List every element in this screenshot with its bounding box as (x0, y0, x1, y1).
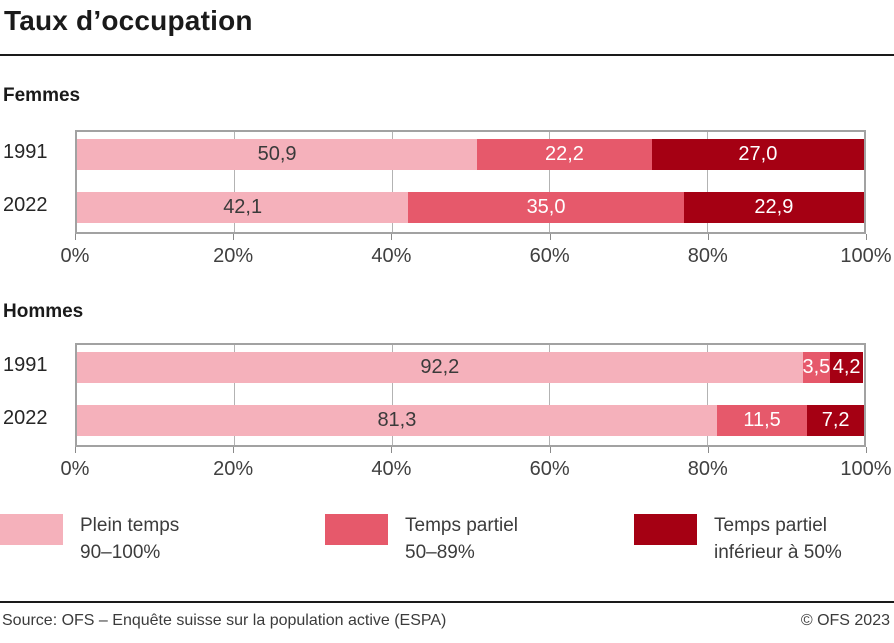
chart-femmes: 1991 2022 50,9 22,2 27,0 42,1 35,0 22,9 0% 20% 4… (0, 130, 894, 280)
bar-segment: 92,2 (77, 352, 803, 383)
legend-swatch-temps-partiel-50-89 (325, 514, 388, 545)
year-label: 2022 (3, 194, 48, 216)
copyright-text: © OFS 2023 (800, 612, 890, 629)
y-axis-labels-femmes: 1991 2022 (3, 130, 73, 234)
bar-segment: 35,0 (408, 192, 684, 223)
legend-item-temps-partiel-50-89: Temps partiel 50–89% (325, 512, 518, 566)
section-title-hommes: Hommes (3, 301, 84, 322)
axis-tick (707, 447, 709, 453)
axis-tick (549, 234, 551, 240)
gridline (706, 132, 708, 232)
gridline (549, 345, 551, 445)
y-axis-labels-hommes: 1991 2022 (3, 343, 73, 447)
chart-hommes: 1991 2022 92,2 3,5 4,2 81,3 11,5 7,2 0% 20% 40% 6… (0, 343, 894, 493)
legend-label-line: inférieur à 50% (714, 542, 842, 563)
plot-area-femmes: 50,9 22,2 27,0 42,1 35,0 22,9 (75, 130, 866, 234)
legend-item-plein-temps: Plein temps 90–100% (0, 512, 179, 566)
gridline (549, 132, 551, 232)
legend-label-temps-partiel-50-89: Temps partiel 50–89% (405, 512, 518, 566)
legend-label-line: 90–100% (80, 542, 161, 563)
title-divider (0, 54, 894, 56)
axis-tick (233, 234, 235, 240)
year-label: 1991 (3, 354, 48, 376)
legend: Plein temps 90–100% Temps partiel 50–89%… (0, 512, 894, 576)
gridline (391, 345, 393, 445)
axis-tick-label: 80% (687, 245, 728, 267)
axis-tick (866, 234, 867, 240)
bar-segment: 81,3 (77, 405, 717, 436)
x-axis-femmes: 0% 20% 40% 60% 80% 100% (61, 234, 892, 280)
axis-tick (707, 234, 709, 240)
axis-tick-label: 60% (529, 245, 570, 267)
year-label: 2022 (3, 407, 48, 429)
legend-swatch-temps-partiel-inf-50 (634, 514, 697, 545)
axis-tick-label: 40% (371, 245, 412, 267)
axis-tick (233, 447, 235, 453)
x-axis-hommes: 0% 20% 40% 60% 80% 100% (61, 447, 892, 493)
axis-tick-label: 0% (60, 458, 90, 480)
footer: Source: OFS – Enquête suisse sur la popu… (0, 603, 894, 630)
bar-segment: 22,9 (683, 192, 864, 223)
axis-tick (391, 447, 393, 453)
legend-label-plein-temps: Plein temps 90–100% (80, 512, 179, 566)
legend-label-line: Plein temps (80, 515, 180, 536)
gridline (706, 345, 708, 445)
gridline (234, 132, 236, 232)
axis-tick-label: 100% (840, 245, 892, 267)
bar-segment: 3,5 (802, 352, 830, 383)
axis-tick-label: 80% (687, 458, 728, 480)
page-title: Taux d’occupation (4, 5, 253, 36)
plot-area-hommes: 92,2 3,5 4,2 81,3 11,5 7,2 (75, 343, 866, 447)
section-title-femmes: Femmes (3, 85, 81, 106)
axis-tick (75, 447, 76, 453)
bar-row-1991: 92,2 3,5 4,2 (77, 352, 864, 383)
legend-label-line: Temps partiel (405, 515, 518, 536)
year-label: 1991 (3, 141, 48, 163)
axis-tick-label: 20% (213, 245, 254, 267)
axis-tick-label: 100% (840, 458, 892, 480)
axis-tick-label: 0% (60, 245, 90, 267)
gridline (391, 132, 393, 232)
bar-segment: 27,0 (651, 139, 864, 170)
bar-segment: 11,5 (716, 405, 808, 436)
legend-label-line: Temps partiel (714, 515, 827, 536)
axis-tick-label: 40% (371, 458, 412, 480)
legend-swatch-plein-temps (0, 514, 63, 545)
axis-tick-label: 20% (213, 458, 254, 480)
axis-tick-label: 60% (529, 458, 570, 480)
legend-label-temps-partiel-inf-50: Temps partiel inférieur à 50% (714, 512, 842, 566)
bar-segment: 4,2 (830, 352, 864, 383)
legend-item-temps-partiel-inf-50: Temps partiel inférieur à 50% (634, 512, 842, 566)
bar-row-1991: 50,9 22,2 27,0 (77, 139, 864, 170)
bar-segment: 42,1 (77, 192, 409, 223)
legend-label-line: 50–89% (405, 542, 475, 563)
axis-tick (391, 234, 393, 240)
bar-segment: 50,9 (77, 139, 478, 170)
bar-segment: 22,2 (477, 139, 652, 170)
source-text: Source: OFS – Enquête suisse sur la popu… (2, 612, 447, 629)
gridline (234, 345, 236, 445)
footer-divider (0, 601, 894, 603)
bar-row-2022: 42,1 35,0 22,9 (77, 192, 864, 223)
bar-row-2022: 81,3 11,5 7,2 (77, 405, 864, 436)
bar-segment: 7,2 (807, 405, 864, 436)
axis-tick (866, 447, 867, 453)
axis-tick (549, 447, 551, 453)
axis-tick (75, 234, 76, 240)
